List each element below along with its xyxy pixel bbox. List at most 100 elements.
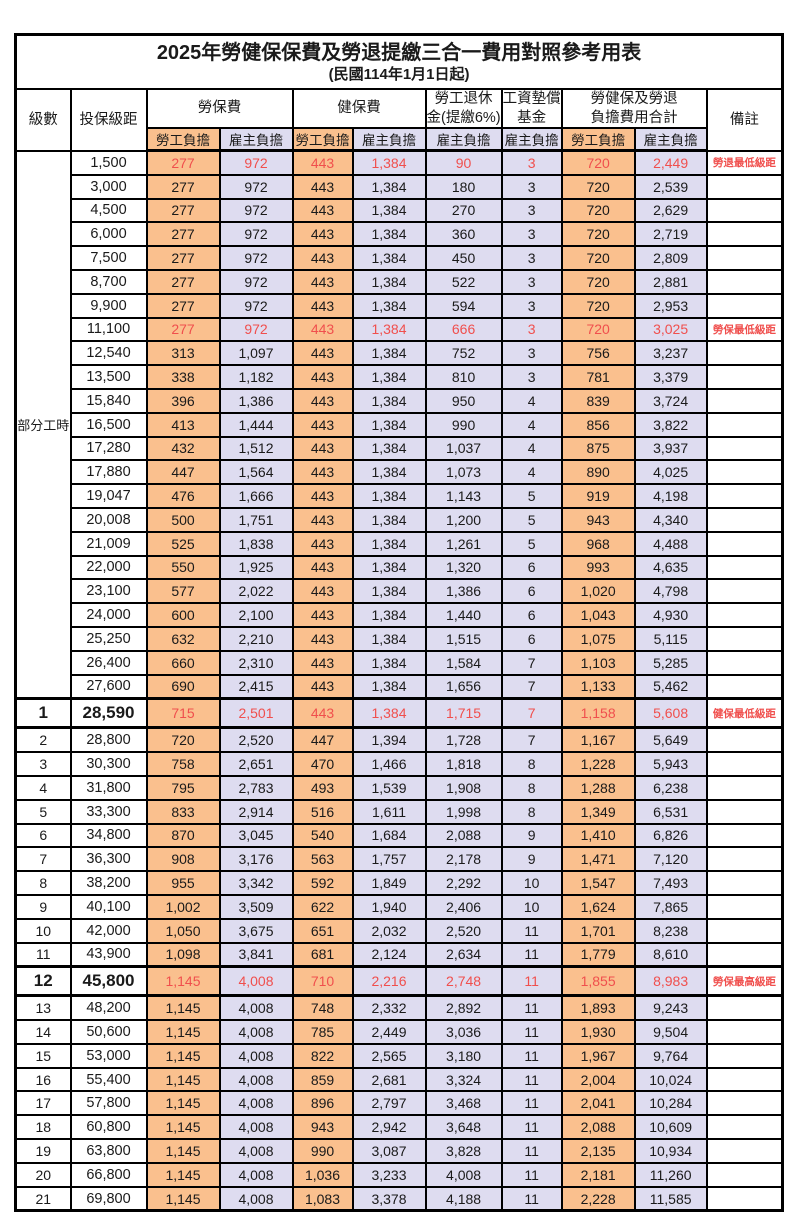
value-cell: 1,384 <box>351 530 427 557</box>
value-cell: 950 <box>424 387 503 414</box>
bracket-cell: 53,000 <box>69 1042 148 1069</box>
remark-cell <box>705 774 784 801</box>
value-cell: 4 <box>500 387 563 414</box>
value-cell: 1,320 <box>424 554 503 581</box>
value-cell: 6,826 <box>633 822 708 849</box>
remark-cell <box>705 292 784 319</box>
value-cell: 470 <box>291 751 354 777</box>
value-cell: 2,210 <box>218 625 294 652</box>
bracket-cell: 42,000 <box>69 917 148 944</box>
value-cell: 3,324 <box>424 1066 503 1093</box>
remark-cell <box>705 649 784 676</box>
value-cell: 972 <box>218 245 294 271</box>
level-cell-part-time: 部分工時 <box>14 149 72 700</box>
remark-cell <box>705 221 784 248</box>
value-cell: 8,610 <box>633 941 708 968</box>
value-cell: 1,145 <box>145 1161 221 1188</box>
header-wage-fund-employer: 雇主負擔 <box>500 127 563 152</box>
value-cell: 8,983 <box>633 965 708 998</box>
value-cell: 1,728 <box>424 726 503 754</box>
value-cell: 1,145 <box>145 994 221 1022</box>
value-cell: 1,073 <box>424 459 503 486</box>
bracket-cell: 17,880 <box>69 459 148 486</box>
value-cell: 3,841 <box>218 941 294 968</box>
value-cell: 3,378 <box>351 1185 427 1212</box>
value-cell: 651 <box>291 917 354 944</box>
value-cell: 9,243 <box>633 994 708 1022</box>
value-cell: 476 <box>145 483 221 509</box>
value-cell: 2,449 <box>351 1019 427 1045</box>
remark-cell <box>705 1138 784 1164</box>
remark-cell <box>705 530 784 557</box>
title-row: 2025年勞健保保費及勞退提繳三合一費用對照參考用表 (民國114年1月1日起) <box>14 33 784 90</box>
header-total-employer: 雇主負擔 <box>633 127 708 152</box>
remark-cell: 勞退最低級距 <box>705 149 784 176</box>
value-cell: 1,656 <box>424 673 503 700</box>
remark-cell <box>705 364 784 390</box>
value-cell: 1,384 <box>351 364 427 390</box>
bracket-cell: 57,800 <box>69 1090 148 1117</box>
header-pension-line1: 勞工退休 <box>434 91 493 108</box>
bracket-cell: 26,400 <box>69 649 148 676</box>
value-cell: 4,008 <box>218 1042 294 1069</box>
value-cell: 90 <box>424 149 503 176</box>
value-cell: 3 <box>500 197 563 224</box>
value-cell: 1,384 <box>351 506 427 533</box>
value-cell: 1,145 <box>145 1114 221 1141</box>
remark-cell <box>705 387 784 414</box>
remark-cell <box>705 245 784 271</box>
table-row: 部分工時 1,500 277 972 443 1,384 90 3 720 2,449 勞退最低級距 <box>14 149 784 700</box>
value-cell: 313 <box>145 340 221 367</box>
value-cell: 6,531 <box>633 798 708 825</box>
value-cell: 443 <box>291 578 354 605</box>
value-cell: 277 <box>145 173 221 200</box>
value-cell: 810 <box>424 364 503 390</box>
remark-cell <box>705 1066 784 1093</box>
value-cell: 277 <box>145 268 221 295</box>
level-cell: 12 <box>14 965 72 998</box>
value-cell: 443 <box>291 340 354 367</box>
value-cell: 1,145 <box>145 1042 221 1069</box>
bracket-cell: 11,100 <box>69 316 148 343</box>
value-cell: 2,124 <box>351 941 427 968</box>
value-cell: 2,520 <box>424 917 503 944</box>
value-cell: 1,384 <box>351 411 427 438</box>
value-cell: 720 <box>560 268 636 295</box>
value-cell: 3,025 <box>633 316 708 343</box>
value-cell: 972 <box>218 197 294 224</box>
header-pension-line2: 金(提繳6%) <box>426 109 501 126</box>
value-cell: 943 <box>291 1114 354 1141</box>
table-row: 12,540 313 1,097 443 1,384 752 3 756 3,237 <box>16 340 784 367</box>
table-row: 13,500 338 1,182 443 1,384 810 3 781 3,379 <box>16 364 784 390</box>
value-cell: 4 <box>500 435 563 462</box>
value-cell: 5,285 <box>633 649 708 676</box>
value-cell: 660 <box>145 649 221 676</box>
value-cell: 1,779 <box>560 941 636 968</box>
table-row: 3,000 277 972 443 1,384 180 3 720 2,539 <box>16 173 784 200</box>
value-cell: 7 <box>500 726 563 754</box>
header-remark: 備註 <box>705 88 784 152</box>
header-pension-employer: 雇主負擔 <box>424 127 503 152</box>
value-cell: 5,649 <box>633 726 708 754</box>
remark-cell <box>705 870 784 896</box>
value-cell: 9,764 <box>633 1042 708 1069</box>
value-cell: 277 <box>145 149 221 176</box>
value-cell: 839 <box>560 387 636 414</box>
bracket-cell: 45,800 <box>69 965 148 998</box>
value-cell: 3,045 <box>218 822 294 849</box>
table-row: 8,700 277 972 443 1,384 522 3 720 2,881 <box>16 268 784 295</box>
table-row: 25,250 632 2,210 443 1,384 1,515 6 1,075 5,115 <box>16 625 784 652</box>
value-cell: 10,934 <box>633 1138 708 1164</box>
remark-cell <box>705 268 784 295</box>
value-cell: 2,135 <box>560 1138 636 1164</box>
remark-cell <box>705 893 784 920</box>
level-cell: 2 <box>14 726 72 754</box>
value-cell: 3,724 <box>633 387 708 414</box>
value-cell: 600 <box>145 602 221 628</box>
value-cell: 592 <box>291 870 354 896</box>
header-health-employer: 雇主負擔 <box>351 127 427 152</box>
value-cell: 1,547 <box>560 870 636 896</box>
value-cell: 550 <box>145 554 221 581</box>
value-cell: 180 <box>424 173 503 200</box>
value-cell: 277 <box>145 245 221 271</box>
